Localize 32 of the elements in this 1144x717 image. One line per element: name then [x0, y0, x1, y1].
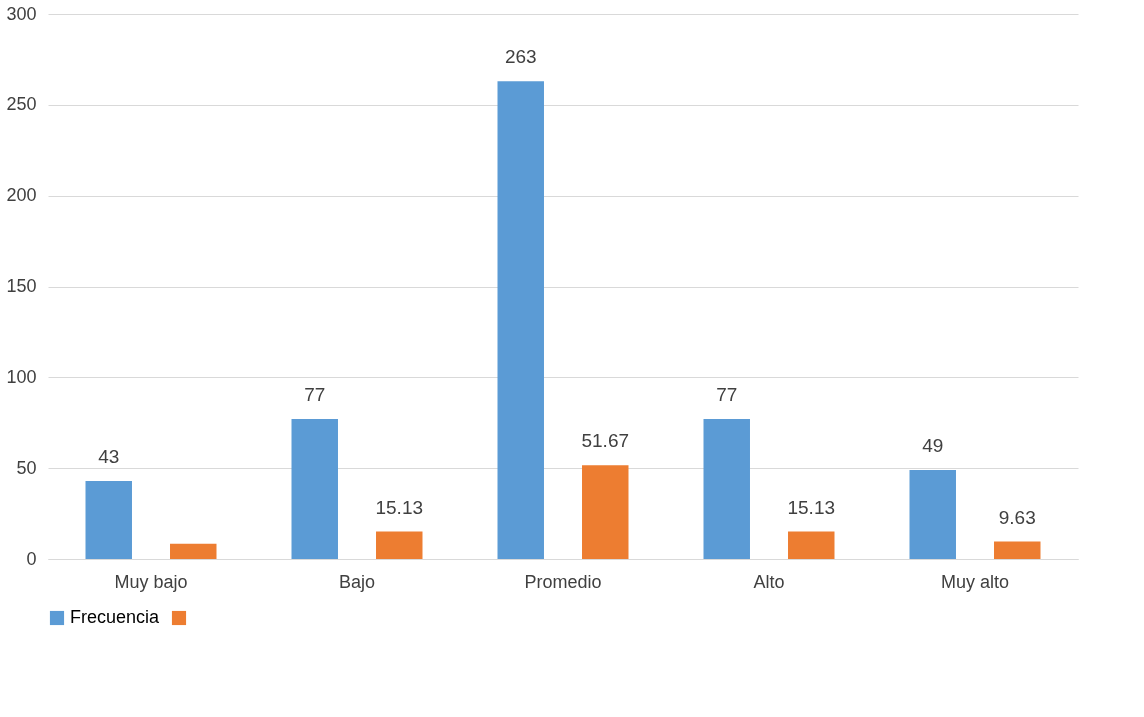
bar: [497, 81, 544, 559]
data-label: 15.13: [375, 496, 424, 518]
y-tick-label: 50: [16, 457, 37, 478]
data-label: 77: [304, 384, 326, 406]
data-label: 43: [98, 445, 120, 467]
bar: [788, 531, 835, 559]
bar: [909, 469, 956, 559]
legend-label: Frecuencia: [70, 607, 161, 627]
data-label: 15.13: [787, 496, 836, 518]
y-tick-label: 250: [6, 94, 37, 115]
bar: [376, 531, 423, 559]
x-tick-label: Muy bajo: [114, 571, 188, 592]
x-tick-label: Muy alto: [940, 571, 1010, 592]
x-tick-label: Promedio: [524, 571, 602, 592]
y-tick-label: 150: [6, 276, 37, 296]
data-label: 263: [504, 46, 537, 68]
bar: [170, 543, 217, 559]
y-tick-label: 0: [26, 548, 37, 569]
data-label: 51.67: [581, 430, 630, 452]
x-tick-label: Alto: [753, 571, 785, 592]
data-label: 9.63: [998, 506, 1036, 528]
y-tick-label: 300: [6, 3, 37, 24]
data-label: 77: [716, 384, 738, 406]
data-label: 49: [922, 434, 944, 456]
bar: [85, 480, 132, 559]
x-tick-label: Bajo: [338, 571, 376, 592]
bar: [703, 419, 750, 559]
y-tick-label: 100: [6, 366, 37, 387]
bar: [582, 465, 629, 559]
bar: [994, 541, 1041, 559]
y-tick-label: 200: [6, 185, 37, 206]
bar: [291, 419, 338, 559]
